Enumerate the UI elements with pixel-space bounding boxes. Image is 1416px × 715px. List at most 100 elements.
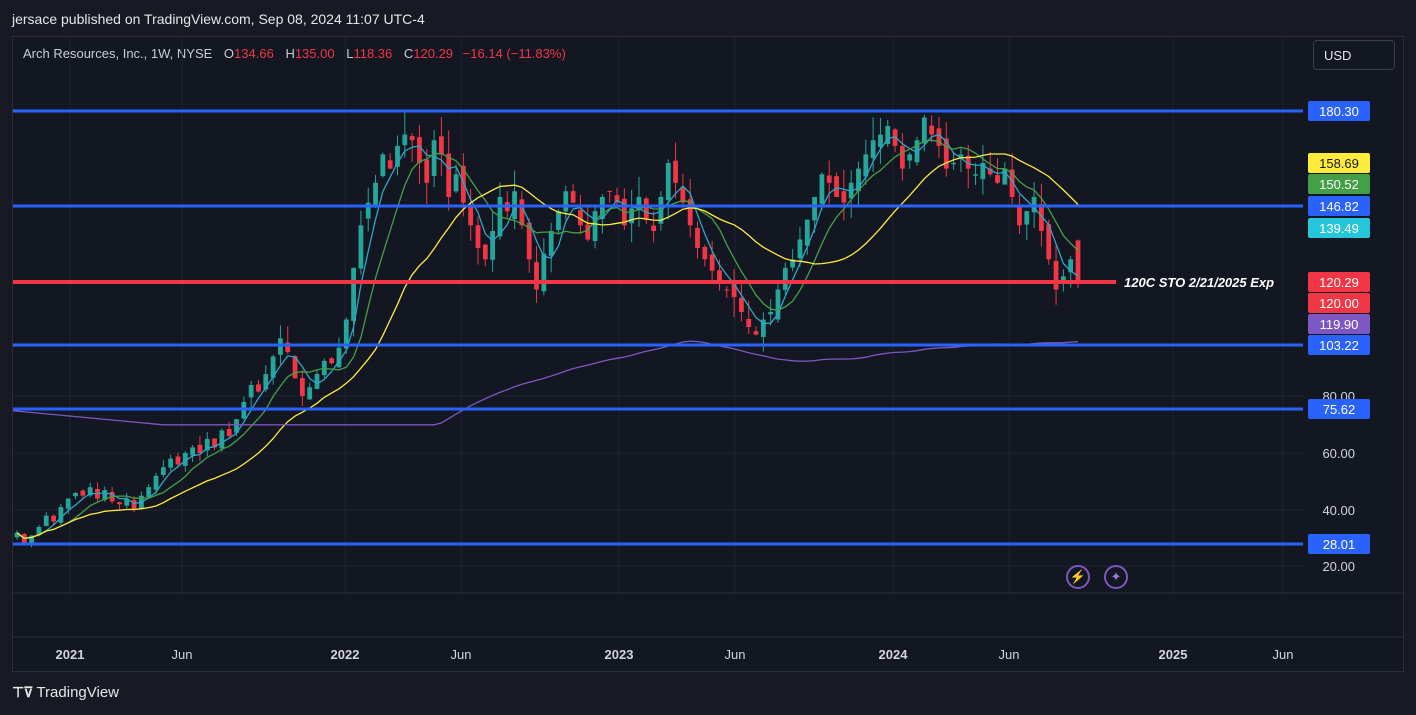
candle-body bbox=[168, 458, 174, 468]
candle-body bbox=[541, 253, 547, 292]
price-tag-box bbox=[1308, 218, 1370, 238]
candle-body bbox=[746, 318, 752, 328]
candle-body bbox=[329, 358, 335, 364]
header-bar: jersace published on TradingView.com, Se… bbox=[0, 0, 1416, 36]
candle-body bbox=[270, 356, 276, 378]
candle-body bbox=[651, 225, 656, 231]
candle-body bbox=[51, 515, 56, 522]
open-value: 134.66 bbox=[234, 46, 274, 61]
candle-body bbox=[190, 447, 196, 456]
candle-body bbox=[153, 475, 159, 490]
candle-body bbox=[914, 140, 920, 163]
candle-body bbox=[299, 378, 305, 396]
candle-body bbox=[614, 195, 620, 203]
candle-body bbox=[892, 129, 898, 146]
candle-body bbox=[1002, 168, 1008, 185]
y-tick-label: 60.00 bbox=[1322, 446, 1355, 461]
candle-body bbox=[687, 199, 693, 226]
candle-body bbox=[14, 532, 20, 538]
candle-body bbox=[643, 198, 649, 220]
candle-body bbox=[980, 162, 986, 180]
candle-body bbox=[292, 356, 298, 379]
candle-body bbox=[826, 175, 832, 183]
candle-body bbox=[102, 490, 108, 500]
x-tick-label: 2023 bbox=[605, 647, 634, 662]
price-tag-box bbox=[1308, 314, 1370, 334]
candle-body bbox=[460, 165, 466, 203]
currency-selector[interactable]: USD bbox=[1313, 40, 1395, 70]
candle-body bbox=[482, 244, 488, 260]
candle-body bbox=[870, 140, 876, 159]
candle-body bbox=[724, 289, 730, 291]
candle-body bbox=[453, 174, 459, 192]
candle-body bbox=[709, 254, 715, 271]
candle-body bbox=[943, 138, 949, 169]
price-tag-box bbox=[1308, 399, 1370, 419]
price-tag-label: 75.62 bbox=[1323, 402, 1356, 417]
price-tag-box bbox=[1308, 272, 1370, 292]
candle-body bbox=[1068, 259, 1074, 273]
candle-body bbox=[519, 199, 525, 226]
price-tag-label: 150.52 bbox=[1319, 177, 1359, 192]
candle-body bbox=[204, 438, 210, 451]
candle-body bbox=[1046, 224, 1052, 260]
candle-body bbox=[380, 154, 386, 177]
candle-body bbox=[951, 162, 957, 165]
price-tag-label: 119.90 bbox=[1320, 317, 1359, 332]
candle-body bbox=[387, 160, 393, 169]
candle-body bbox=[665, 162, 671, 201]
price-tag-box bbox=[1308, 153, 1370, 173]
candle-body bbox=[351, 267, 356, 321]
candle-body bbox=[526, 222, 532, 260]
candle-body bbox=[446, 153, 452, 197]
candle-body bbox=[599, 196, 605, 219]
candle-body bbox=[256, 384, 261, 392]
candle-body bbox=[87, 487, 93, 496]
x-tick-label: Jun bbox=[451, 647, 472, 662]
candle-body bbox=[417, 137, 422, 163]
x-tick-label: Jun bbox=[999, 647, 1020, 662]
x-tick-label: 2025 bbox=[1159, 647, 1188, 662]
price-tag-label: 120.29 bbox=[1319, 275, 1359, 290]
y-tick-label: 20.00 bbox=[1322, 559, 1355, 574]
price-tag-label: 103.22 bbox=[1319, 338, 1359, 353]
candle-body bbox=[973, 174, 978, 176]
candle-body bbox=[899, 145, 905, 169]
candle-body bbox=[431, 140, 437, 176]
candle-body bbox=[1024, 211, 1030, 225]
tradingview-footer[interactable]: ⊤⊽ TradingView bbox=[12, 684, 119, 701]
candle-body bbox=[680, 186, 686, 203]
candle-body bbox=[556, 211, 561, 230]
price-tag-box bbox=[1308, 174, 1370, 194]
open-label: O bbox=[223, 46, 235, 61]
candle-body bbox=[409, 136, 415, 141]
candle-body bbox=[285, 342, 291, 353]
candle-body bbox=[314, 374, 320, 389]
price-tag-label: 120.00 bbox=[1319, 296, 1359, 311]
y-tick-label: 40.00 bbox=[1322, 503, 1355, 518]
published-text: jersace published on TradingView.com, Se… bbox=[12, 11, 425, 27]
candle-body bbox=[131, 499, 137, 510]
brand-name: TradingView bbox=[36, 684, 119, 701]
candle-body bbox=[936, 128, 942, 146]
price-tag-box bbox=[1308, 534, 1370, 554]
sparkle-icon[interactable]: ✦ bbox=[1104, 565, 1128, 589]
candle-body bbox=[673, 160, 678, 183]
x-tick-label: 2024 bbox=[879, 647, 909, 662]
candle-body bbox=[929, 125, 935, 135]
candle-body bbox=[373, 182, 378, 207]
lightning-icon[interactable]: ⚡ bbox=[1066, 565, 1090, 589]
candle-body bbox=[570, 191, 576, 203]
x-tick-label: Jun bbox=[172, 647, 193, 662]
candle-body bbox=[117, 502, 122, 505]
candle-body bbox=[73, 492, 78, 497]
candle-body bbox=[885, 126, 891, 145]
candle-body bbox=[921, 117, 927, 144]
candle-body bbox=[175, 456, 181, 465]
candle-body bbox=[907, 154, 913, 161]
candle-body bbox=[248, 385, 254, 398]
candle-body bbox=[834, 176, 839, 197]
candle-body bbox=[124, 498, 130, 506]
candle-body bbox=[578, 210, 583, 226]
